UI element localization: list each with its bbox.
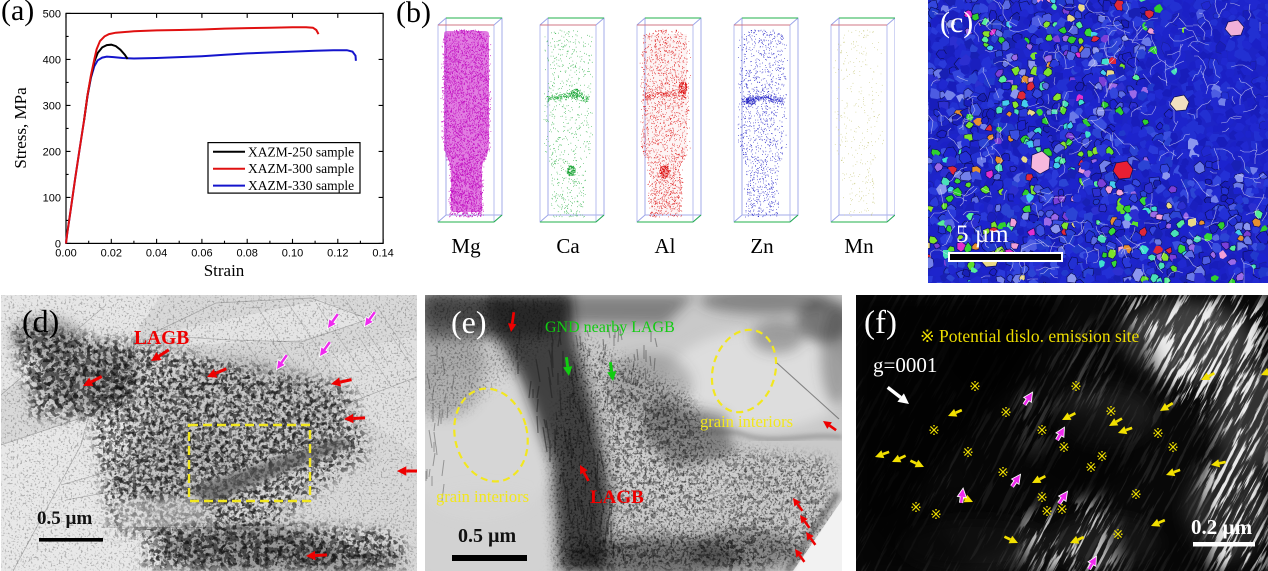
- svg-text:※: ※: [1085, 461, 1097, 476]
- svg-text:500: 500: [43, 8, 61, 20]
- svg-text:※: ※: [997, 466, 1009, 481]
- svg-text:200: 200: [43, 146, 61, 158]
- svg-text:※: ※: [910, 501, 922, 516]
- svg-text:300: 300: [43, 100, 61, 112]
- svg-text:0.5 µm: 0.5 µm: [458, 525, 517, 547]
- svg-text:Zn: Zn: [750, 234, 774, 258]
- svg-text:(e): (e): [451, 304, 487, 340]
- svg-text:※: ※: [1036, 491, 1048, 506]
- svg-text:grain interiors: grain interiors: [436, 487, 529, 506]
- svg-text:5 µm: 5 µm: [956, 221, 1009, 248]
- svg-text:XAZM-330 sample: XAZM-330 sample: [248, 178, 354, 193]
- svg-text:※ Potential dislo. emission si: ※ Potential dislo. emission site: [920, 326, 1140, 346]
- svg-text:Ca: Ca: [556, 234, 580, 258]
- svg-text:0.00: 0.00: [55, 247, 76, 259]
- svg-text:※: ※: [1041, 505, 1053, 520]
- svg-text:※: ※: [928, 424, 940, 439]
- svg-text:0.10: 0.10: [282, 247, 303, 259]
- svg-text:0.02: 0.02: [101, 247, 122, 259]
- svg-text:0.04: 0.04: [146, 247, 167, 259]
- svg-text:0.06: 0.06: [191, 247, 212, 259]
- svg-text:100: 100: [43, 192, 61, 204]
- svg-text:※: ※: [1058, 441, 1070, 456]
- svg-text:0.12: 0.12: [327, 247, 348, 259]
- svg-text:grain interiors: grain interiors: [700, 412, 793, 431]
- svg-text:※: ※: [1130, 488, 1142, 503]
- svg-text:(f): (f): [864, 305, 897, 341]
- svg-text:Stress, MPa: Stress, MPa: [11, 87, 30, 169]
- svg-text:0.08: 0.08: [236, 247, 257, 259]
- svg-text:※: ※: [1167, 441, 1179, 456]
- svg-text:0: 0: [55, 238, 61, 250]
- svg-text:Mg: Mg: [451, 234, 481, 258]
- svg-text:※: ※: [962, 446, 974, 461]
- svg-text:LAGB: LAGB: [590, 487, 644, 508]
- svg-text:0.2 µm: 0.2 µm: [1191, 515, 1253, 539]
- svg-text:LAGB: LAGB: [134, 328, 189, 349]
- svg-text:(d): (d): [22, 303, 59, 339]
- svg-text:400: 400: [43, 54, 61, 66]
- svg-text:XAZM-250 sample: XAZM-250 sample: [248, 144, 354, 159]
- svg-text:※: ※: [1105, 405, 1117, 420]
- svg-text:Mn: Mn: [844, 234, 874, 258]
- svg-text:GND nearby LAGB: GND nearby LAGB: [545, 319, 675, 336]
- svg-text:0.14: 0.14: [372, 247, 393, 259]
- svg-text:※: ※: [1152, 427, 1164, 442]
- svg-text:0.5 µm: 0.5 µm: [37, 508, 92, 529]
- svg-text:※: ※: [969, 380, 981, 395]
- svg-text:XAZM-300 sample: XAZM-300 sample: [248, 161, 354, 176]
- svg-text:※: ※: [1070, 380, 1082, 395]
- svg-text:※: ※: [1000, 406, 1012, 421]
- svg-text:※: ※: [930, 508, 942, 523]
- svg-text:※: ※: [1112, 528, 1124, 543]
- svg-text:※: ※: [1096, 450, 1108, 465]
- svg-text:Al: Al: [655, 234, 676, 258]
- svg-text:(c): (c): [940, 6, 973, 39]
- svg-text:※: ※: [1056, 503, 1068, 518]
- svg-text:g=0001: g=0001: [873, 353, 937, 377]
- svg-text:※: ※: [1036, 424, 1048, 439]
- svg-text:Strain: Strain: [204, 261, 245, 280]
